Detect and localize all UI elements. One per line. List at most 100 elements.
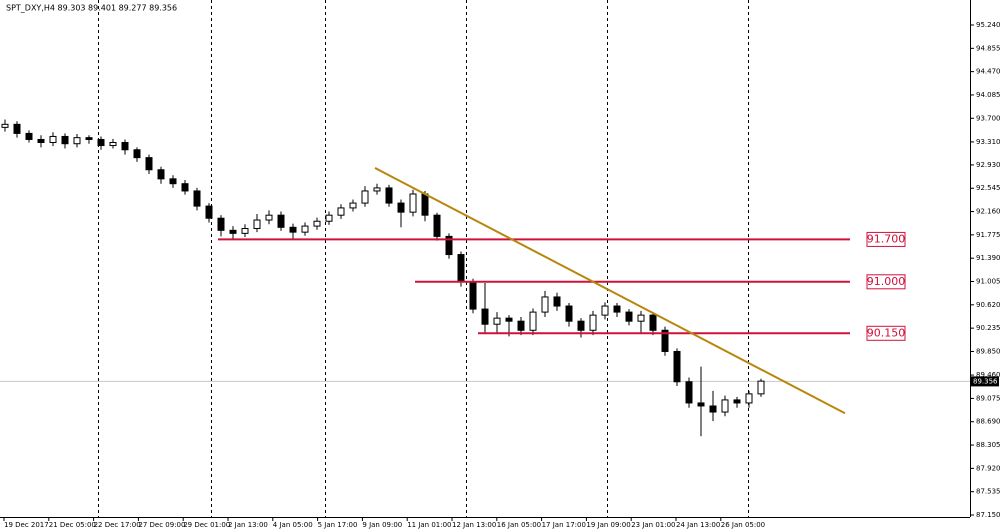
candle-body bbox=[109, 142, 117, 147]
y-tick-label: 92.930 bbox=[976, 161, 1000, 169]
y-tick-label: 88.305 bbox=[976, 441, 1000, 449]
x-tick-label: 4 Jan 05:00 bbox=[273, 521, 313, 529]
y-tick-label: 92.160 bbox=[976, 208, 1000, 216]
current-price-box bbox=[971, 376, 999, 387]
x-tick-label: 29 Dec 01:00 bbox=[183, 521, 230, 529]
candle-body bbox=[13, 123, 21, 134]
candle-body bbox=[433, 214, 441, 237]
y-tick-label: 91.775 bbox=[976, 231, 1000, 239]
x-tick-label: 19 Dec 2017 bbox=[4, 521, 49, 529]
y-tick-label: 91.005 bbox=[976, 278, 1000, 286]
level-label-box bbox=[866, 274, 906, 290]
x-tick-label: 24 Jan 13:00 bbox=[676, 521, 720, 529]
y-tick-label: 94.855 bbox=[976, 44, 1000, 52]
candle-body bbox=[721, 399, 729, 413]
x-tick-label: 11 Jan 01:00 bbox=[407, 521, 451, 529]
candle-body bbox=[709, 405, 717, 413]
y-tick-label: 89.075 bbox=[976, 394, 1000, 402]
candle-body bbox=[241, 228, 249, 234]
y-tick-label: 94.085 bbox=[976, 91, 1000, 99]
x-tick-label: 5 Jan 17:00 bbox=[318, 521, 358, 529]
level-label: 91.700 bbox=[867, 232, 906, 245]
candle-body bbox=[445, 235, 453, 256]
candle-body bbox=[685, 381, 693, 404]
candle-body bbox=[313, 220, 321, 227]
candle-body bbox=[277, 214, 285, 228]
candle-body bbox=[265, 214, 273, 221]
y-tick-label: 87.920 bbox=[976, 464, 1000, 472]
candle-body bbox=[385, 187, 393, 204]
candle-body bbox=[397, 202, 405, 213]
candle-body bbox=[229, 229, 237, 234]
candle-body bbox=[649, 314, 657, 331]
level-label: 90.150 bbox=[867, 326, 906, 339]
candle-body bbox=[49, 135, 57, 144]
x-tick-label: 19 Jan 09:00 bbox=[586, 521, 630, 529]
candle-body bbox=[565, 305, 573, 322]
y-tick-label: 95.240 bbox=[976, 21, 1000, 29]
candle-body bbox=[253, 219, 261, 230]
candle-body bbox=[169, 178, 177, 185]
candle-body bbox=[217, 217, 225, 231]
candle-body bbox=[469, 281, 477, 310]
candle-body bbox=[661, 329, 669, 352]
candle-body bbox=[85, 137, 93, 140]
candle-body bbox=[301, 225, 309, 233]
y-tick-label: 93.700 bbox=[976, 114, 1000, 122]
y-tick-label: 89.850 bbox=[976, 347, 1000, 355]
candle-body bbox=[637, 314, 645, 322]
x-tick-label: 27 Dec 09:00 bbox=[138, 521, 185, 529]
candle-body bbox=[205, 205, 213, 219]
candle-body bbox=[145, 157, 153, 171]
candle-body bbox=[1, 123, 9, 128]
chart-title: SPT_DXY,H4 89.303 89.401 89.277 89.356 bbox=[6, 4, 177, 13]
candle-body bbox=[337, 207, 345, 216]
candle-body bbox=[505, 317, 513, 322]
y-tick-label: 89.460 bbox=[976, 371, 1000, 379]
x-tick-label: 23 Jan 01:00 bbox=[631, 521, 675, 529]
y-tick-label: 90.620 bbox=[976, 301, 1000, 309]
candle-body bbox=[133, 149, 141, 159]
candle-body bbox=[193, 190, 201, 207]
candle-body bbox=[541, 296, 549, 313]
y-tick-label: 93.310 bbox=[976, 138, 1000, 146]
candle-body bbox=[625, 311, 633, 322]
candle-body bbox=[673, 350, 681, 383]
separators bbox=[98, 0, 749, 517]
candle-body bbox=[25, 132, 33, 140]
y-tick-label: 92.545 bbox=[976, 184, 1000, 192]
candle-body bbox=[157, 169, 165, 180]
y-tick-label: 94.470 bbox=[976, 68, 1000, 76]
candle-body bbox=[73, 137, 81, 145]
candle-body bbox=[361, 190, 369, 204]
candle-body bbox=[481, 308, 489, 325]
level-label-box bbox=[866, 325, 906, 341]
candle-body bbox=[373, 187, 381, 192]
candle-body bbox=[457, 254, 465, 283]
candle-body bbox=[421, 193, 429, 216]
candle-body bbox=[745, 393, 753, 404]
candle-body bbox=[577, 320, 585, 331]
candle-body bbox=[613, 305, 621, 313]
candle-body bbox=[289, 226, 297, 233]
candle-body bbox=[325, 214, 333, 222]
x-tick-label: 17 Jan 17:00 bbox=[542, 521, 586, 529]
candle-body bbox=[733, 399, 741, 404]
x-tick-label: 21 Dec 05:00 bbox=[49, 521, 96, 529]
candle-body bbox=[757, 380, 765, 395]
candle-body bbox=[589, 314, 597, 331]
candle-body bbox=[121, 142, 129, 151]
level-label: 91.000 bbox=[867, 275, 906, 288]
y-tick-label: 91.390 bbox=[976, 254, 1000, 262]
candle-body bbox=[61, 135, 69, 145]
x-tick-label: 22 Dec 17:00 bbox=[94, 521, 141, 529]
candle-body bbox=[349, 202, 357, 209]
x-tick-label: 16 Jan 05:00 bbox=[497, 521, 541, 529]
y-tick-label: 87.150 bbox=[976, 511, 1000, 519]
y-tick-label: 90.235 bbox=[976, 324, 1000, 332]
x-tick-label: 26 Jan 05:00 bbox=[721, 521, 765, 529]
candle-body bbox=[529, 311, 537, 331]
candle-body bbox=[601, 305, 609, 316]
x-tick-label: 12 Jan 13:00 bbox=[452, 521, 496, 529]
